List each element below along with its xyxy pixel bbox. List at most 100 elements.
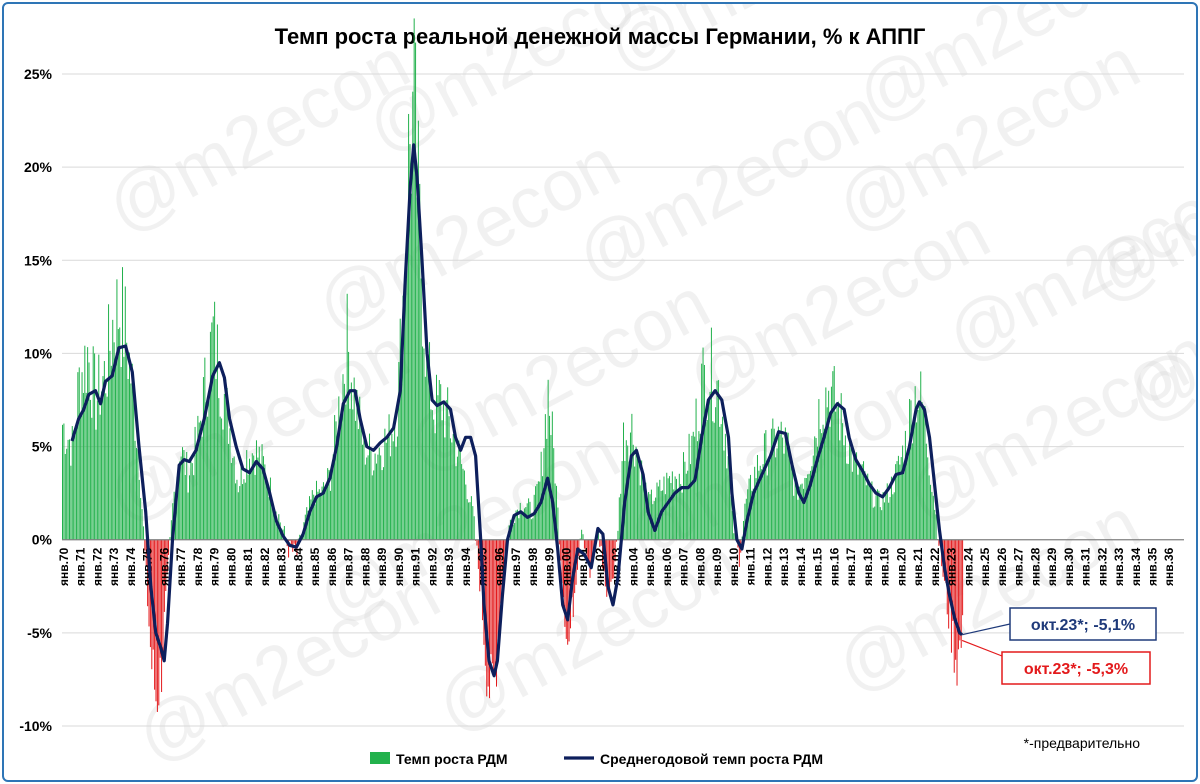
bar <box>782 437 784 540</box>
bar <box>346 293 348 540</box>
bar <box>662 490 664 540</box>
bar <box>731 511 733 540</box>
bar <box>655 497 657 540</box>
bar <box>384 428 386 540</box>
bar <box>442 400 444 540</box>
legend: Темп роста РДМ Среднегодовой темп роста … <box>370 751 823 767</box>
bar <box>307 510 309 540</box>
bar <box>247 474 249 540</box>
bar <box>377 454 379 540</box>
bar <box>342 374 344 540</box>
bar <box>145 539 147 567</box>
bar <box>556 485 558 540</box>
x-tick-label: янв.35 <box>1146 547 1160 586</box>
bar <box>777 426 779 540</box>
x-tick-label: янв.17 <box>844 547 858 586</box>
bar <box>703 364 705 540</box>
x-tick-label: янв.00 <box>559 547 573 586</box>
bar <box>960 539 962 648</box>
bar <box>962 539 964 616</box>
bar <box>430 409 432 540</box>
bar <box>529 501 531 540</box>
bar <box>491 539 493 664</box>
bar <box>896 461 898 540</box>
x-tick-label: янв.91 <box>409 547 423 586</box>
bar <box>321 486 323 540</box>
bar <box>683 452 685 540</box>
bar <box>865 485 867 540</box>
bar <box>201 436 203 540</box>
bar <box>519 502 521 540</box>
bar <box>537 481 539 540</box>
bar <box>462 468 464 540</box>
bar <box>216 324 218 540</box>
bar <box>332 454 334 540</box>
bar <box>228 443 230 540</box>
bar <box>131 363 133 540</box>
bar <box>602 539 604 569</box>
bar <box>775 457 777 540</box>
x-tick-label: янв.74 <box>124 547 138 586</box>
bar <box>409 144 411 540</box>
bar <box>738 539 740 567</box>
bar <box>814 436 816 540</box>
bar <box>434 433 436 540</box>
bar <box>339 424 341 540</box>
bar <box>874 506 876 540</box>
x-tick-label: янв.30 <box>1062 547 1076 586</box>
bar <box>209 331 211 540</box>
bar <box>867 473 869 540</box>
bar <box>424 376 426 540</box>
bar <box>413 18 415 540</box>
bar <box>193 475 195 540</box>
bar <box>726 468 728 540</box>
bar <box>338 396 340 540</box>
bar <box>183 450 185 540</box>
bar <box>461 464 463 540</box>
y-tick-label: -5% <box>27 625 52 641</box>
legend-label-line: Среднегодовой темп роста РДМ <box>600 751 823 767</box>
bar <box>938 539 940 546</box>
x-tick-label: янв.84 <box>291 547 305 586</box>
bar <box>159 539 161 658</box>
bar <box>78 367 80 540</box>
bar <box>500 539 502 604</box>
bar <box>847 463 849 540</box>
bar <box>659 479 661 540</box>
bar <box>793 495 795 540</box>
bar <box>780 421 782 540</box>
bar <box>98 354 100 540</box>
bar <box>807 474 809 540</box>
bar <box>956 539 958 686</box>
x-tick-label: янв.06 <box>660 547 674 586</box>
bar <box>235 483 237 540</box>
bar <box>396 436 398 540</box>
bar <box>403 304 405 540</box>
bar <box>600 539 602 546</box>
bar <box>317 491 319 540</box>
legend-label-bar: Темп роста РДМ <box>396 751 508 767</box>
bar <box>730 496 732 540</box>
bar <box>514 522 516 540</box>
bar <box>473 516 475 540</box>
bar <box>133 388 135 540</box>
x-tick-label: янв.77 <box>174 547 188 586</box>
bar <box>895 464 897 540</box>
x-tick-label: янв.16 <box>827 547 841 586</box>
bar <box>833 366 835 540</box>
bar <box>571 539 573 598</box>
x-tick-label: янв.12 <box>760 547 774 586</box>
bar <box>846 463 848 540</box>
bar <box>599 539 601 547</box>
bar <box>766 475 768 540</box>
bar <box>702 347 704 540</box>
bar <box>156 539 158 712</box>
bar <box>825 387 827 540</box>
callout-box-line <box>1009 607 1157 641</box>
bar <box>496 539 498 687</box>
callout-box-bar <box>1001 651 1151 685</box>
bar <box>349 408 351 540</box>
bar <box>645 482 647 540</box>
bar <box>810 470 811 540</box>
bar <box>320 495 322 540</box>
